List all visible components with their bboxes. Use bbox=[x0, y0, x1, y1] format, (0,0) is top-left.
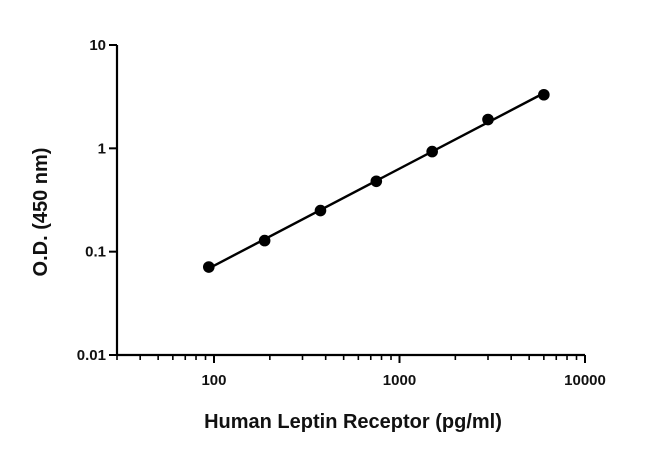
data-point bbox=[426, 145, 438, 158]
y-axis-title: O.D. (450 nm) bbox=[30, 148, 52, 277]
axes: 0.01 0.1 1 10 100 1000 10000 bbox=[77, 37, 606, 389]
y-tick-label: 0.1 bbox=[85, 244, 106, 261]
data-point bbox=[258, 234, 271, 247]
labels-layer: Human Leptin Receptor (pg/ml) O.D. (450 … bbox=[30, 148, 502, 433]
x-tick-label: 100 bbox=[201, 372, 226, 389]
data-point bbox=[538, 88, 550, 101]
y-tick-label: 1 bbox=[98, 140, 106, 157]
data-point bbox=[482, 113, 494, 126]
series-layer bbox=[202, 88, 550, 273]
data-point bbox=[202, 261, 215, 273]
x-axis-title: Human Leptin Receptor (pg/ml) bbox=[204, 411, 502, 433]
y-tick-label: 0.01 bbox=[77, 347, 106, 364]
x-tick-label: 10000 bbox=[564, 372, 606, 389]
y-tick-label: 10 bbox=[89, 37, 106, 54]
x-tick-label: 1000 bbox=[383, 372, 416, 389]
data-point bbox=[314, 204, 327, 217]
data-point bbox=[370, 175, 383, 188]
